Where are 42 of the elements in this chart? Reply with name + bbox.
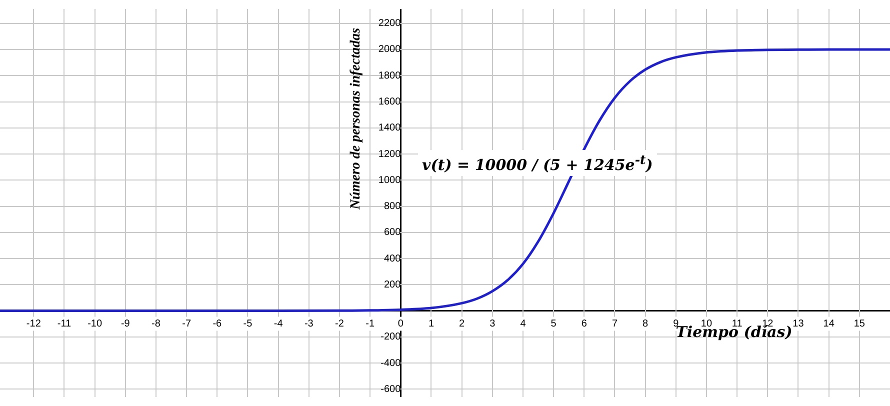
x-tick-label: 0 xyxy=(398,318,404,330)
y-axis-title: Número de personas infectadas xyxy=(348,27,364,211)
x-tick-label: -11 xyxy=(57,318,72,330)
y-tick-label: 800 xyxy=(384,201,402,212)
x-tick-label: -8 xyxy=(152,318,161,330)
x-tick-label: 7 xyxy=(612,318,618,330)
y-tick-label: 1400 xyxy=(378,122,402,134)
x-tick-label: -10 xyxy=(88,318,102,330)
y-tick-label: 600 xyxy=(384,227,402,238)
y-tick-label: 200 xyxy=(384,279,402,290)
x-tick-label: 15 xyxy=(854,318,866,330)
x-tick-label: -4 xyxy=(274,318,284,330)
x-tick-label: 2 xyxy=(459,318,466,330)
x-tick-label: -7 xyxy=(182,318,192,330)
y-tick-label: 1200 xyxy=(378,148,402,160)
y-tick-label: 2000 xyxy=(378,44,402,56)
annotation: v(t) = 10000 / (5 + 1245e$^{-t}$) xyxy=(422,152,653,174)
y-tick-label: 400 xyxy=(384,253,402,264)
x-tick-label: -3 xyxy=(304,318,314,330)
y-tick-label: -400 xyxy=(380,358,402,369)
x-tick-label: 4 xyxy=(520,318,526,330)
x-tick-label: 10 xyxy=(700,318,712,330)
x-tick-label: 5 xyxy=(550,318,557,330)
x-tick-label: -9 xyxy=(120,318,130,330)
y-tick-label: 1000 xyxy=(378,174,402,186)
x-tick-label: -12 xyxy=(26,318,42,330)
x-tick-label: 13 xyxy=(792,318,804,330)
x-tick-label: 8 xyxy=(642,318,649,330)
x-tick-label: 14 xyxy=(823,318,835,330)
y-tick-label: -200 xyxy=(380,332,402,343)
x-tick-label: -6 xyxy=(212,318,222,330)
x-tick-label: -5 xyxy=(243,318,253,330)
x-tick-label: 6 xyxy=(581,318,588,330)
y-tick-label: -600 xyxy=(380,384,402,395)
x-tick-label: 1 xyxy=(428,318,434,330)
x-tick-label: 3 xyxy=(490,318,496,330)
x-tick-label: -2 xyxy=(335,318,344,330)
y-tick-label: 1800 xyxy=(378,70,402,82)
x-tick-label: -1 xyxy=(366,318,375,330)
x-tick-label: 11 xyxy=(732,318,743,330)
y-tick-label: 1600 xyxy=(378,96,402,108)
y-tick-label: 2200 xyxy=(378,18,402,30)
